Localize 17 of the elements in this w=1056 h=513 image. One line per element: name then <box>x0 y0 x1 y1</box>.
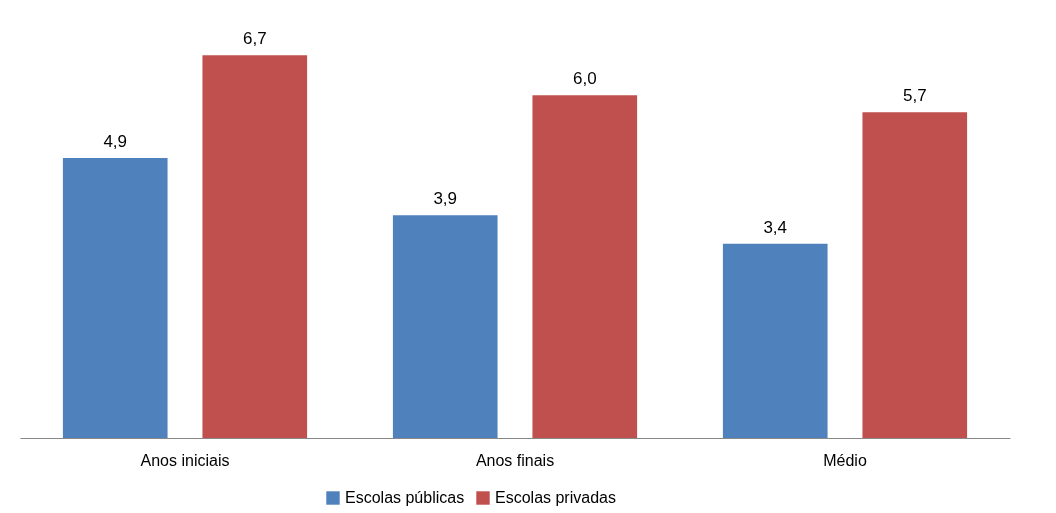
legend-label: Escolas privadas <box>495 489 616 506</box>
x-tick-label: Anos finais <box>475 451 555 469</box>
bar <box>392 215 498 438</box>
bar <box>62 158 168 438</box>
data-label: 3,9 <box>433 189 458 209</box>
x-tick-label: Médio <box>823 451 867 469</box>
legend-label: Escolas públicas <box>345 489 465 506</box>
data-label: 5,7 <box>902 86 927 106</box>
bar <box>202 55 308 438</box>
bar <box>722 243 828 438</box>
data-label: 3,4 <box>763 217 788 237</box>
data-label: 6,7 <box>242 29 267 49</box>
data-label: 4,9 <box>103 132 128 151</box>
bar <box>862 112 968 438</box>
x-tick-label: Anos iniciais <box>140 451 230 469</box>
data-label: 6,0 <box>572 69 597 89</box>
bar <box>532 95 638 438</box>
